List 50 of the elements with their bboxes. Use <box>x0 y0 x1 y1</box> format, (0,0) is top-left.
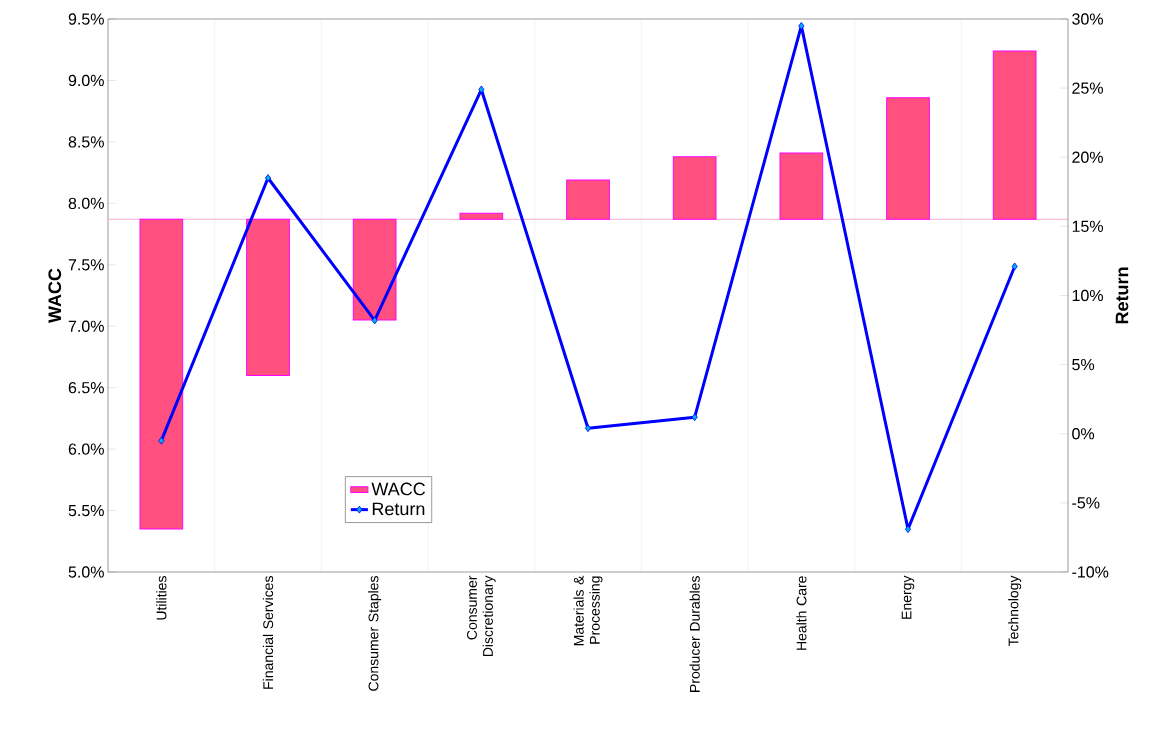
y2-tick-label: 20% <box>1072 151 1103 163</box>
bar <box>672 156 717 220</box>
point <box>264 174 272 182</box>
point <box>584 424 592 433</box>
y2-tick-label: 10% <box>1072 289 1103 302</box>
y-tick-label: 6.0% <box>68 443 104 455</box>
y2-tick-label: 25% <box>1072 82 1103 94</box>
y-tick-label: 6.5% <box>68 382 104 394</box>
y2-tick-label: -5% <box>1072 497 1100 509</box>
y2-tick-label: -10% <box>1072 566 1109 578</box>
point <box>478 85 485 94</box>
point <box>158 436 165 445</box>
y2-tick-label: 0% <box>1072 428 1095 440</box>
y2-axis-title: Return <box>1115 267 1129 324</box>
y-tick-label: 9.5% <box>68 13 104 25</box>
x-tick-label: Consumer Staples <box>368 576 382 691</box>
y-tick-label: 5.0% <box>68 566 104 578</box>
point <box>371 316 378 325</box>
y-tick-label: 7.0% <box>68 320 104 332</box>
x-tick-label: Producer Durables <box>689 576 700 692</box>
x-tick-label: Health Care <box>796 576 807 650</box>
point <box>691 413 698 422</box>
x-tick-label: Technology <box>1008 575 1022 647</box>
bar <box>886 97 930 220</box>
bar <box>246 218 290 376</box>
y2-tick-label: 5% <box>1072 358 1095 371</box>
bar <box>566 179 610 220</box>
bar <box>459 212 504 220</box>
x-tick-label: Energy <box>901 575 915 619</box>
bar <box>779 152 824 220</box>
bar <box>992 50 1037 220</box>
y2-tick-label: 15% <box>1072 220 1103 232</box>
y-tick-label: 9.0% <box>68 74 104 87</box>
legend-label: Return <box>372 502 425 516</box>
point <box>1011 262 1018 271</box>
y-tick-label: 8.0% <box>68 197 104 209</box>
point <box>904 525 912 534</box>
legend-label: WACC <box>371 482 426 496</box>
y2-tick-label: 30% <box>1072 13 1103 25</box>
x-tick-label: Financial Services <box>262 576 274 689</box>
x-tick-label: Utilities <box>156 576 167 620</box>
y-axis-title: WACC <box>48 268 62 323</box>
y-tick-label: 5.5% <box>68 504 104 517</box>
bar <box>352 218 397 321</box>
point <box>798 22 805 30</box>
bar <box>139 218 184 530</box>
y-tick-label: 7.5% <box>68 259 104 271</box>
y-tick-label: 8.5% <box>68 136 104 148</box>
x-tick-label: Materials & Processing <box>573 575 603 646</box>
x-tick-label: Consumer Discretionary <box>466 575 496 657</box>
